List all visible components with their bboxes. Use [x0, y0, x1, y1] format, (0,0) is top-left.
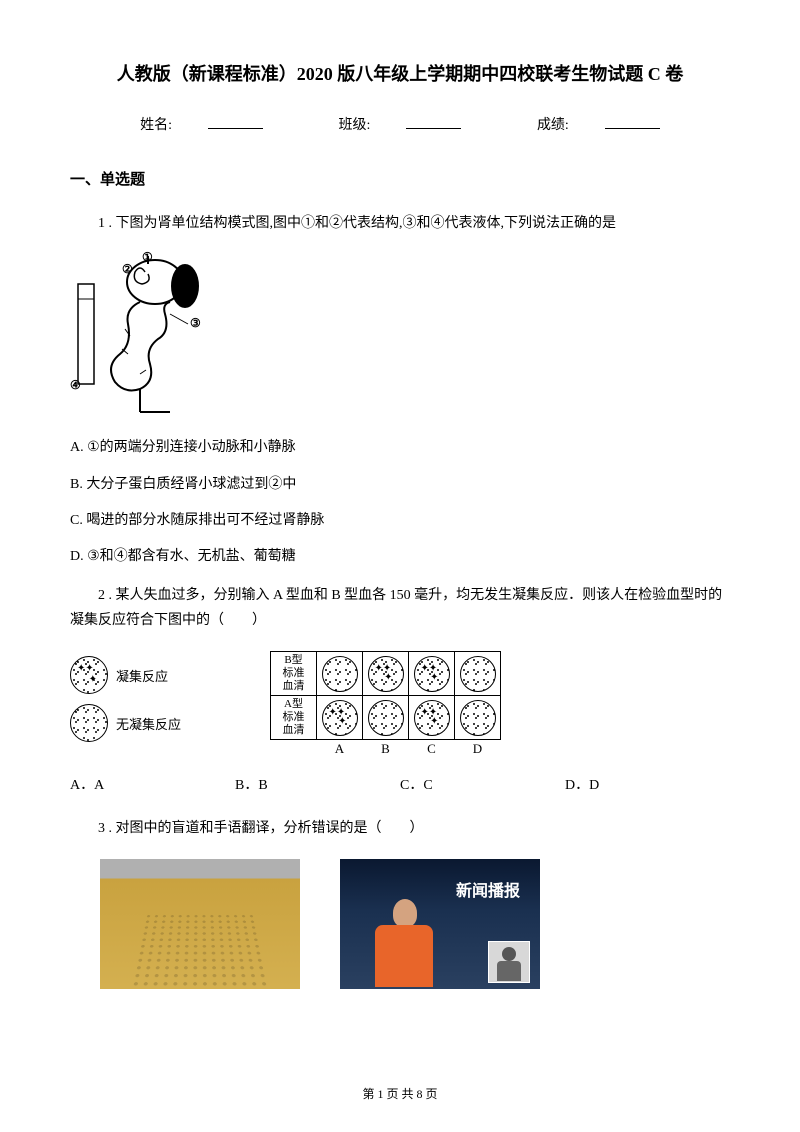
q2-ans-a: A．A — [70, 774, 235, 794]
question-1-text: 1 . 下图为肾单位结构模式图,图中①和②代表结构,③和④代表液体,下列说法正确… — [70, 211, 730, 236]
q3-images: 新闻播报 — [100, 859, 730, 989]
name-field: 姓名: — [122, 118, 281, 133]
kidney-diagram: ① ② ③ ④ — [70, 254, 730, 419]
q2-ans-c: C．C — [400, 774, 565, 794]
q2-ans-d: D．D — [565, 774, 730, 794]
col-d: D — [455, 740, 501, 758]
question-2-text: 2 . 某人失血过多，分别输入 A 型血和 B 型血各 150 毫升，均无发生凝… — [70, 583, 730, 633]
clump-icon — [70, 656, 108, 694]
q2-ans-b: B．B — [235, 774, 400, 794]
clump-label: 凝集反应 — [116, 666, 168, 685]
blood-legend: 凝集反应 无凝集反应 — [70, 656, 240, 752]
q1-option-d: D. ③和④都含有水、无机盐、葡萄糖 — [70, 546, 730, 568]
news-title-text: 新闻播报 — [456, 877, 520, 901]
blood-type-table: B型 标准 血清 A型 标准 血清 A B C D — [270, 651, 501, 758]
page-title: 人教版（新课程标准）2020 版八年级上学期期中四校联考生物试题 C 卷 — [70, 60, 730, 86]
news-broadcast-image: 新闻播报 — [340, 859, 540, 989]
noclump-label: 无凝集反应 — [116, 714, 181, 733]
page-footer: 第 1 页 共 8 页 — [0, 1085, 800, 1102]
noclump-icon — [70, 704, 108, 742]
col-a: A — [317, 740, 363, 758]
col-b: B — [363, 740, 409, 758]
q1-option-c: C. 喝进的部分水随尿排出可不经过肾静脉 — [70, 510, 730, 532]
blood-type-diagram: 凝集反应 无凝集反应 B型 标准 血清 A型 标准 血清 A B C D — [70, 651, 730, 758]
q1-option-b: B. 大分子蛋白质经肾小球滤过到②中 — [70, 474, 730, 496]
question-3-text: 3 . 对图中的盲道和手语翻译，分析错误的是（ ） — [70, 816, 730, 841]
class-field: 班级: — [321, 118, 480, 133]
score-field: 成绩: — [519, 118, 678, 133]
row-label-a: A型 标准 血清 — [271, 696, 317, 740]
q2-answer-options: A．A B．B C．C D．D — [70, 774, 730, 794]
col-c: C — [409, 740, 455, 758]
braille-road-image — [100, 859, 300, 989]
student-info-line: 姓名: 班级: 成绩: — [70, 114, 730, 134]
row-label-b: B型 标准 血清 — [271, 652, 317, 696]
section-header: 一、单选题 — [70, 168, 730, 189]
sign-language-box — [488, 941, 530, 983]
q1-option-a: A. ①的两端分别连接小动脉和小静脉 — [70, 437, 730, 459]
news-presenter — [375, 899, 435, 989]
